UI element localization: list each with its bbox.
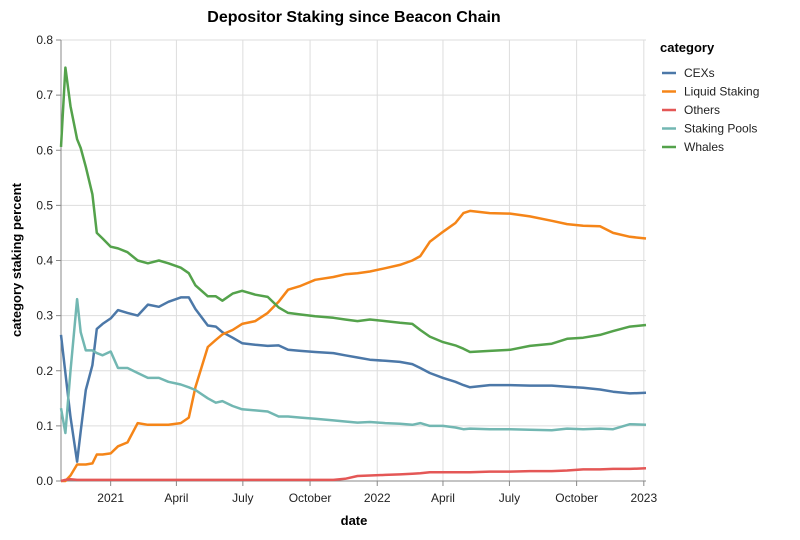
x-tick-label: April [164, 491, 188, 505]
legend-label: Others [684, 103, 720, 117]
legend-label: Liquid Staking [684, 85, 759, 99]
y-tick-label: 0.4 [36, 254, 53, 268]
series-lines [59, 66, 647, 483]
x-tick-label: 2021 [97, 491, 124, 505]
y-tick-label: 0.6 [36, 143, 53, 157]
legend: category CEXs Liquid Staking Others Staking… [660, 40, 759, 154]
x-tick-label: October [555, 491, 598, 505]
gridlines [61, 39, 646, 482]
x-tick-label: July [499, 491, 520, 505]
series-line-others [60, 467, 647, 483]
y-tick-label: 0.8 [36, 33, 53, 47]
legend-label: Whales [684, 140, 724, 154]
axes: 0.0 0.1 0.2 0.3 0.4 0.5 0.6 0.7 0.8 2021 April July… [36, 33, 657, 505]
x-tick-label: 2022 [364, 491, 391, 505]
y-tick-label: 0.2 [36, 364, 53, 378]
x-tick-label: 2023 [630, 491, 657, 505]
x-tick-label: October [289, 491, 332, 505]
legend-title: category [660, 40, 715, 55]
series-line-cexs [59, 296, 647, 463]
y-axis-title: category staking percent [9, 182, 24, 337]
x-axis-title: date [341, 513, 368, 528]
y-tick-label: 0.5 [36, 198, 53, 212]
y-tick-label: 0.0 [36, 474, 53, 488]
series-line-staking-pools [59, 297, 647, 435]
y-tick-label: 0.3 [36, 309, 53, 323]
chart-title: Depositor Staking since Beacon Chain [207, 9, 500, 26]
x-tick-label: April [431, 491, 455, 505]
series-line-liquid-staking [61, 209, 647, 483]
legend-label: CEXs [684, 66, 715, 80]
legend-label: Staking Pools [684, 122, 757, 136]
x-tick-label: July [232, 491, 253, 505]
series-line-whales [59, 66, 647, 354]
y-tick-label: 0.7 [36, 88, 53, 102]
y-tick-label: 0.1 [36, 419, 53, 433]
